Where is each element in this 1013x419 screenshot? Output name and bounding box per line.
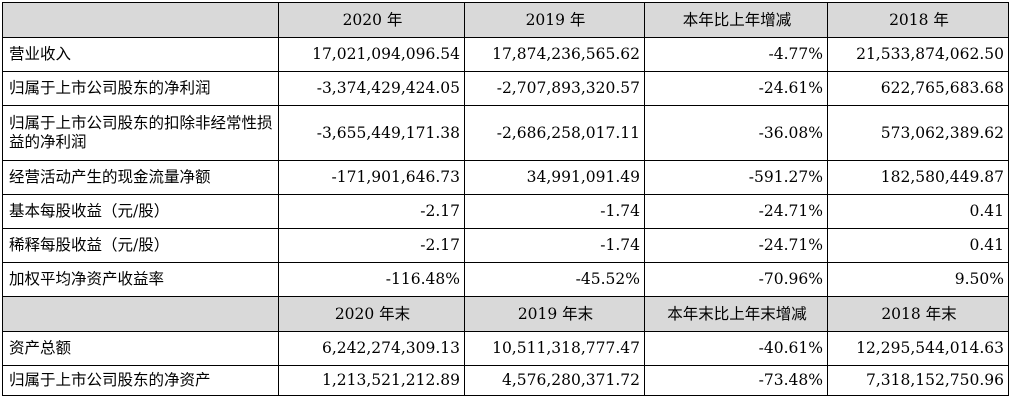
header-empty-cell — [2, 296, 279, 332]
table-row: 资产总额 6,242,274,309.13 10,511,318,777.47 … — [2, 331, 1009, 366]
table-row: 归属于上市公司股东的净利润 -3,374,429,424.05 -2,707,8… — [2, 71, 1009, 106]
row-label: 营业收入 — [2, 37, 279, 72]
header-change: 本年比上年增减 — [644, 2, 828, 38]
row-label: 加权平均净资产收益率 — [2, 262, 279, 297]
value-2019: 34,991,091.49 — [464, 160, 645, 195]
header-2018-end: 2018 年末 — [827, 296, 1009, 332]
value-2019: 17,874,236,565.62 — [464, 37, 645, 72]
value-change: -591.27% — [644, 160, 828, 195]
value-2018: 182,580,449.87 — [827, 160, 1009, 195]
value-change: -40.61% — [644, 331, 828, 366]
value-change: -36.08% — [644, 105, 828, 161]
row-label: 基本每股收益（元/股） — [2, 194, 279, 229]
header-empty-cell — [2, 2, 279, 38]
value-2018: 573,062,389.62 — [827, 105, 1009, 161]
value-2018: 622,765,683.68 — [827, 71, 1009, 106]
header-change-end: 本年末比上年末增减 — [644, 296, 828, 332]
value-2019: -2,707,893,320.57 — [464, 71, 645, 106]
value-2020: -2.17 — [278, 228, 465, 263]
value-2020: -171,901,646.73 — [278, 160, 465, 195]
year-header-row: 2020 年 2019 年 本年比上年增减 2018 年 — [2, 2, 1009, 38]
value-2020: -3,655,449,171.38 — [278, 105, 465, 161]
row-label: 经营活动产生的现金流量净额 — [2, 160, 279, 195]
value-2019: 10,511,318,777.47 — [464, 331, 645, 366]
value-2020: -116.48% — [278, 262, 465, 297]
value-2020: -3,374,429,424.05 — [278, 71, 465, 106]
row-label: 归属于上市公司股东的扣除非经常性损益的净利润 — [2, 105, 279, 161]
table-row: 归属于上市公司股东的扣除非经常性损益的净利润 -3,655,449,171.38… — [2, 105, 1009, 161]
value-2019: 4,576,280,371.72 — [464, 365, 645, 396]
value-2020: 1,213,521,212.89 — [278, 365, 465, 396]
value-2019: -2,686,258,017.11 — [464, 105, 645, 161]
header-2019-end: 2019 年末 — [464, 296, 645, 332]
value-2020: 6,242,274,309.13 — [278, 331, 465, 366]
value-2018: 12,295,544,014.63 — [827, 331, 1009, 366]
value-change: -4.77% — [644, 37, 828, 72]
table-row: 加权平均净资产收益率 -116.48% -45.52% -70.96% 9.50… — [2, 262, 1009, 297]
header-2019: 2019 年 — [464, 2, 645, 38]
value-2018: 7,318,152,750.96 — [827, 365, 1009, 396]
value-change: -73.48% — [644, 365, 828, 396]
header-2020-end: 2020 年末 — [278, 296, 465, 332]
financial-summary-table: 2020 年 2019 年 本年比上年增减 2018 年 营业收入 17,021… — [2, 2, 1009, 396]
value-2020: -2.17 — [278, 194, 465, 229]
value-change: -70.96% — [644, 262, 828, 297]
year-end-header-row: 2020 年末 2019 年末 本年末比上年末增减 2018 年末 — [2, 296, 1009, 332]
value-2019: -1.74 — [464, 194, 645, 229]
header-2018: 2018 年 — [827, 2, 1009, 38]
header-2020: 2020 年 — [278, 2, 465, 38]
value-2018: 21,533,874,062.50 — [827, 37, 1009, 72]
value-change: -24.61% — [644, 71, 828, 106]
value-2019: -45.52% — [464, 262, 645, 297]
value-2018: 0.41 — [827, 228, 1009, 263]
value-2020: 17,021,094,096.54 — [278, 37, 465, 72]
table-row: 稀释每股收益（元/股） -2.17 -1.74 -24.71% 0.41 — [2, 228, 1009, 263]
table-row: 归属于上市公司股东的净资产 1,213,521,212.89 4,576,280… — [2, 365, 1009, 396]
value-2019: -1.74 — [464, 228, 645, 263]
table-row: 经营活动产生的现金流量净额 -171,901,646.73 34,991,091… — [2, 160, 1009, 195]
row-label: 资产总额 — [2, 331, 279, 366]
table-row: 基本每股收益（元/股） -2.17 -1.74 -24.71% 0.41 — [2, 194, 1009, 229]
value-change: -24.71% — [644, 194, 828, 229]
value-2018: 0.41 — [827, 194, 1009, 229]
row-label: 归属于上市公司股东的净资产 — [2, 365, 279, 396]
table-row: 营业收入 17,021,094,096.54 17,874,236,565.62… — [2, 37, 1009, 72]
row-label: 归属于上市公司股东的净利润 — [2, 71, 279, 106]
value-2018: 9.50% — [827, 262, 1009, 297]
row-label: 稀释每股收益（元/股） — [2, 228, 279, 263]
value-change: -24.71% — [644, 228, 828, 263]
